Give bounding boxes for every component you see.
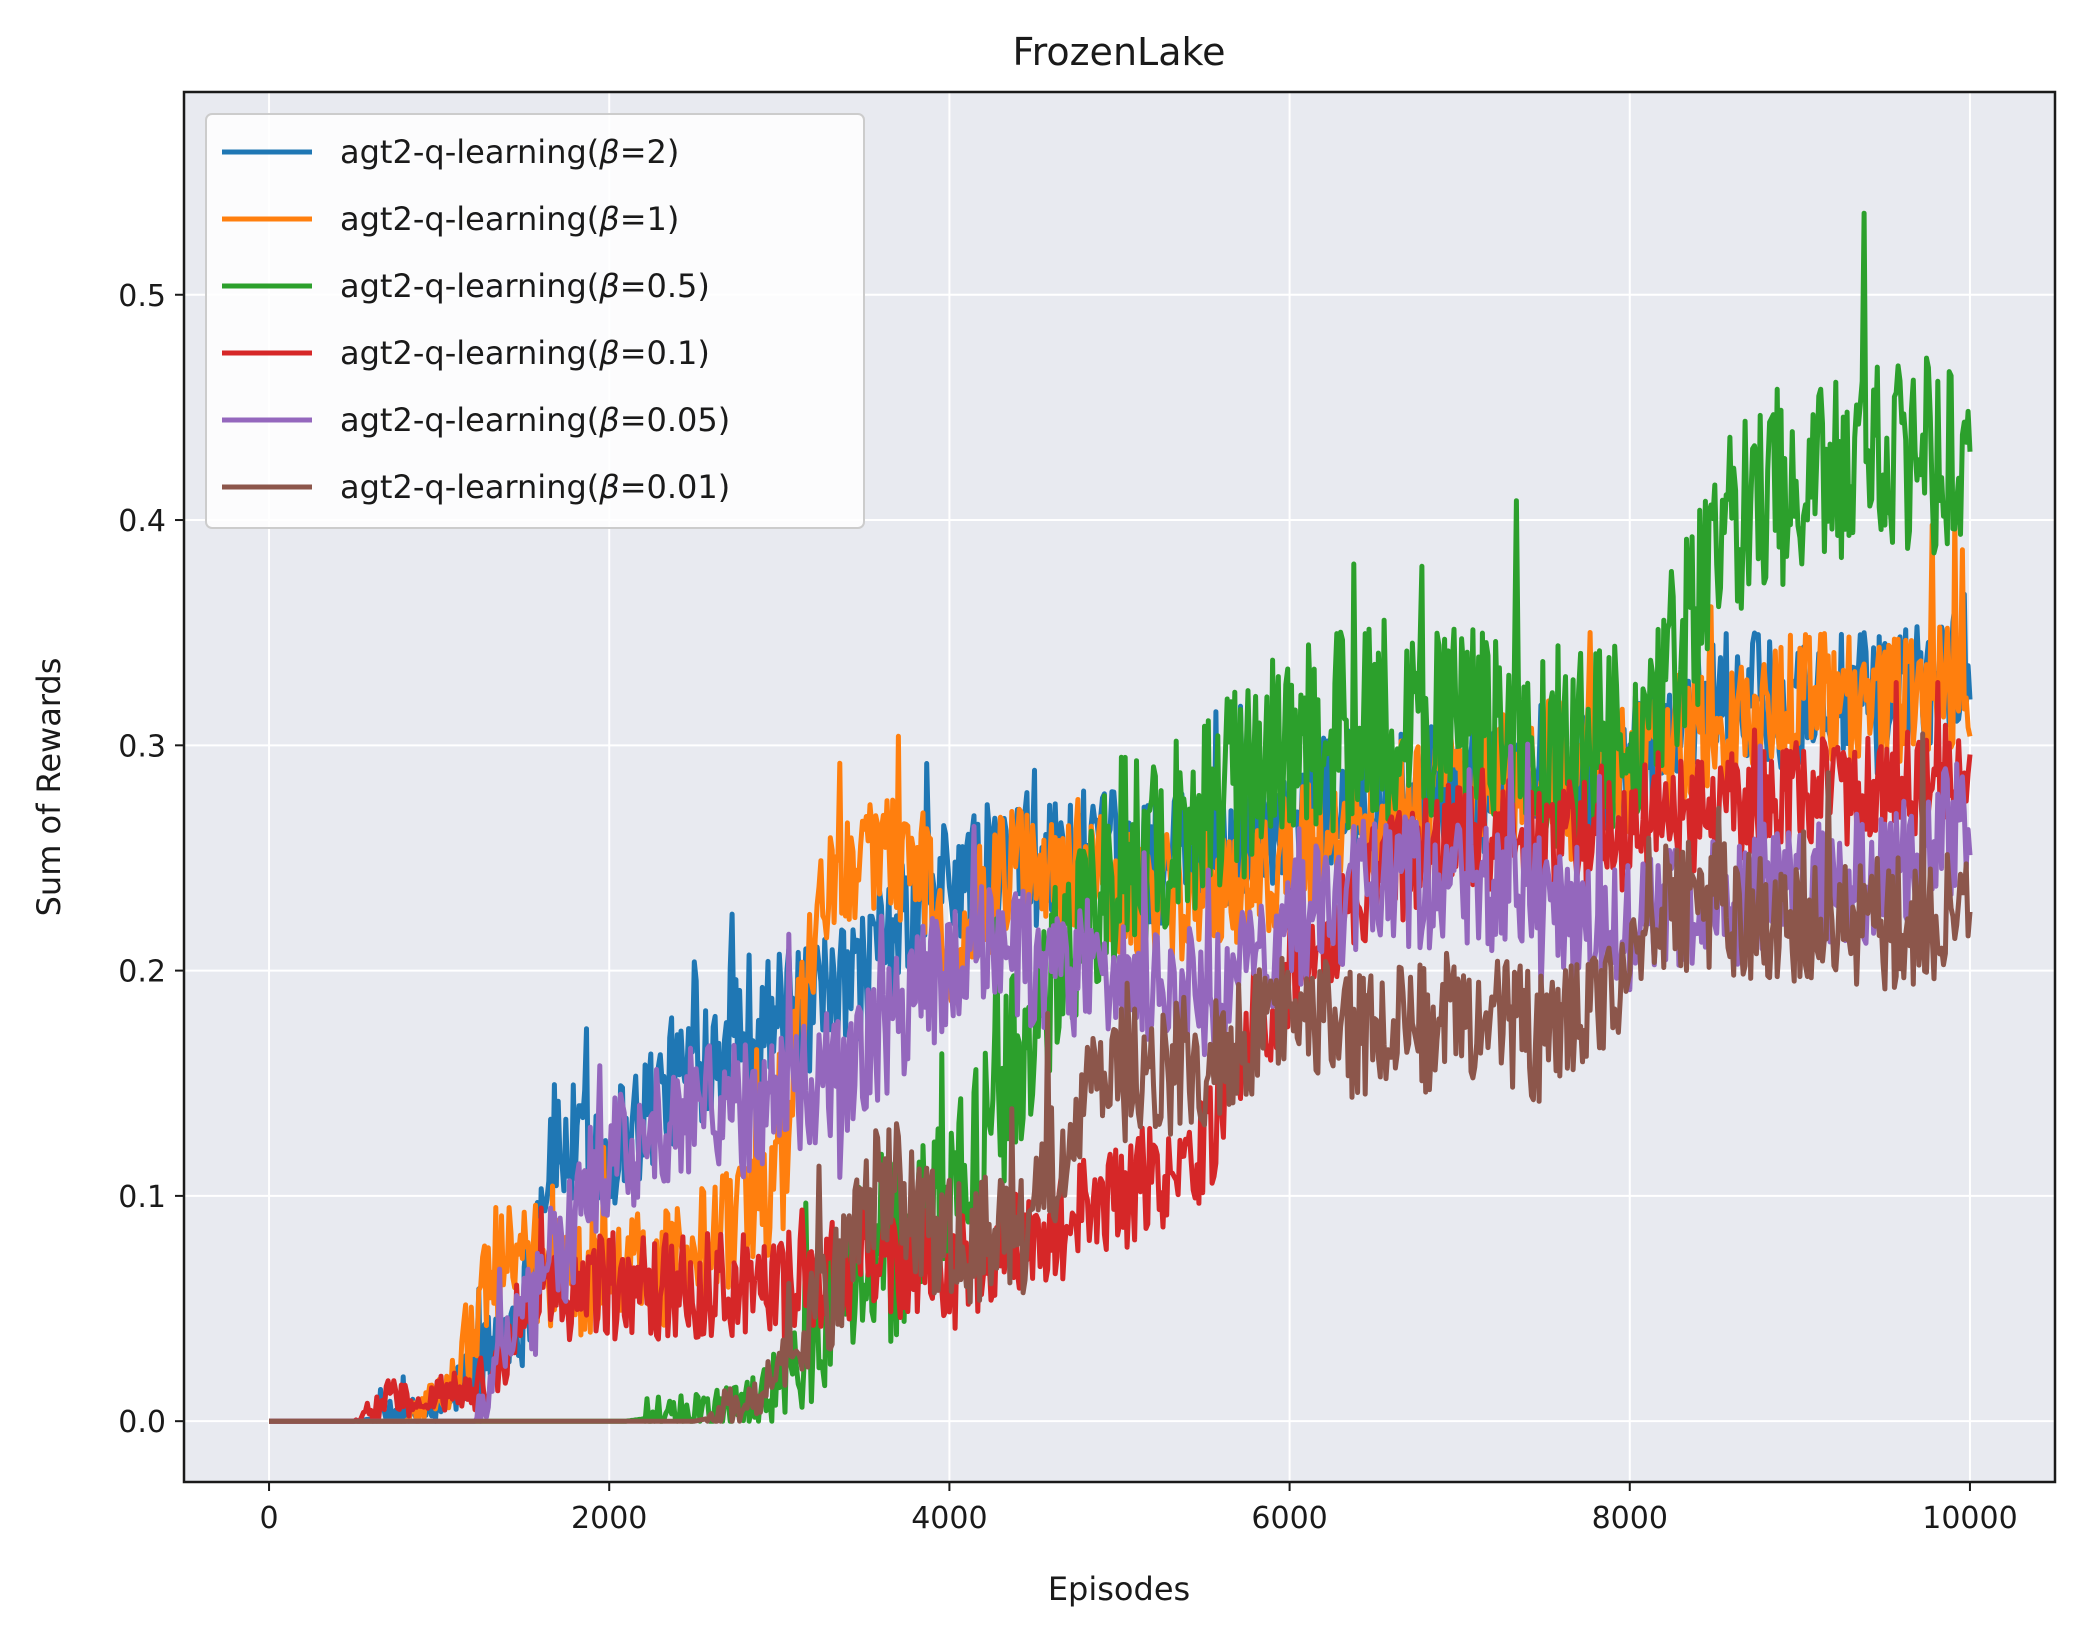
legend-box — [205, 113, 865, 529]
legend-label: agt2-q-learning(β=0.01) — [340, 468, 730, 506]
x-tick-label: 4000 — [911, 1501, 987, 1536]
y-tick-label: 0.0 — [118, 1405, 166, 1440]
x-tick-label: 6000 — [1251, 1501, 1327, 1536]
legend-label: agt2-q-learning(β=0.05) — [340, 401, 730, 439]
y-tick-label: 0.4 — [118, 504, 166, 539]
y-ticks: 0.0 0.1 0.2 0.3 0.4 0.5 — [118, 279, 184, 1440]
legend-label: agt2-q-learning(β=2) — [340, 133, 679, 171]
series-layer — [268, 210, 1973, 1424]
series-line — [268, 680, 1973, 1424]
y-tick-label: 0.3 — [118, 729, 166, 764]
x-tick-label: 8000 — [1592, 1501, 1668, 1536]
series-line — [268, 516, 1973, 1424]
y-tick-label: 0.2 — [118, 955, 166, 990]
legend-label: agt2-q-learning(β=0.1) — [340, 334, 710, 372]
x-ticks: 0 2000 4000 6000 8000 10000 — [259, 1482, 2018, 1536]
y-tick-label: 0.1 — [118, 1180, 166, 1215]
x-tick-label: 0 — [259, 1501, 278, 1536]
plot-frame — [182, 90, 2057, 1484]
x-axis-label: Episodes — [1048, 1570, 1190, 1608]
x-tick-label: 10000 — [1922, 1501, 2017, 1536]
series-line — [268, 731, 1973, 1424]
x-tick-label: 2000 — [571, 1501, 647, 1536]
y-tick-label: 0.5 — [118, 279, 166, 314]
chart-title: FrozenLake — [1012, 30, 1225, 74]
legend-label: agt2-q-learning(β=1) — [340, 200, 679, 238]
y-axis-label: Sum of Rewards — [30, 658, 68, 917]
legend-label: agt2-q-learning(β=0.5) — [340, 267, 710, 305]
legend: agt2-q-learning(β=2) agt2-q-learning(β=1)… — [205, 113, 865, 529]
